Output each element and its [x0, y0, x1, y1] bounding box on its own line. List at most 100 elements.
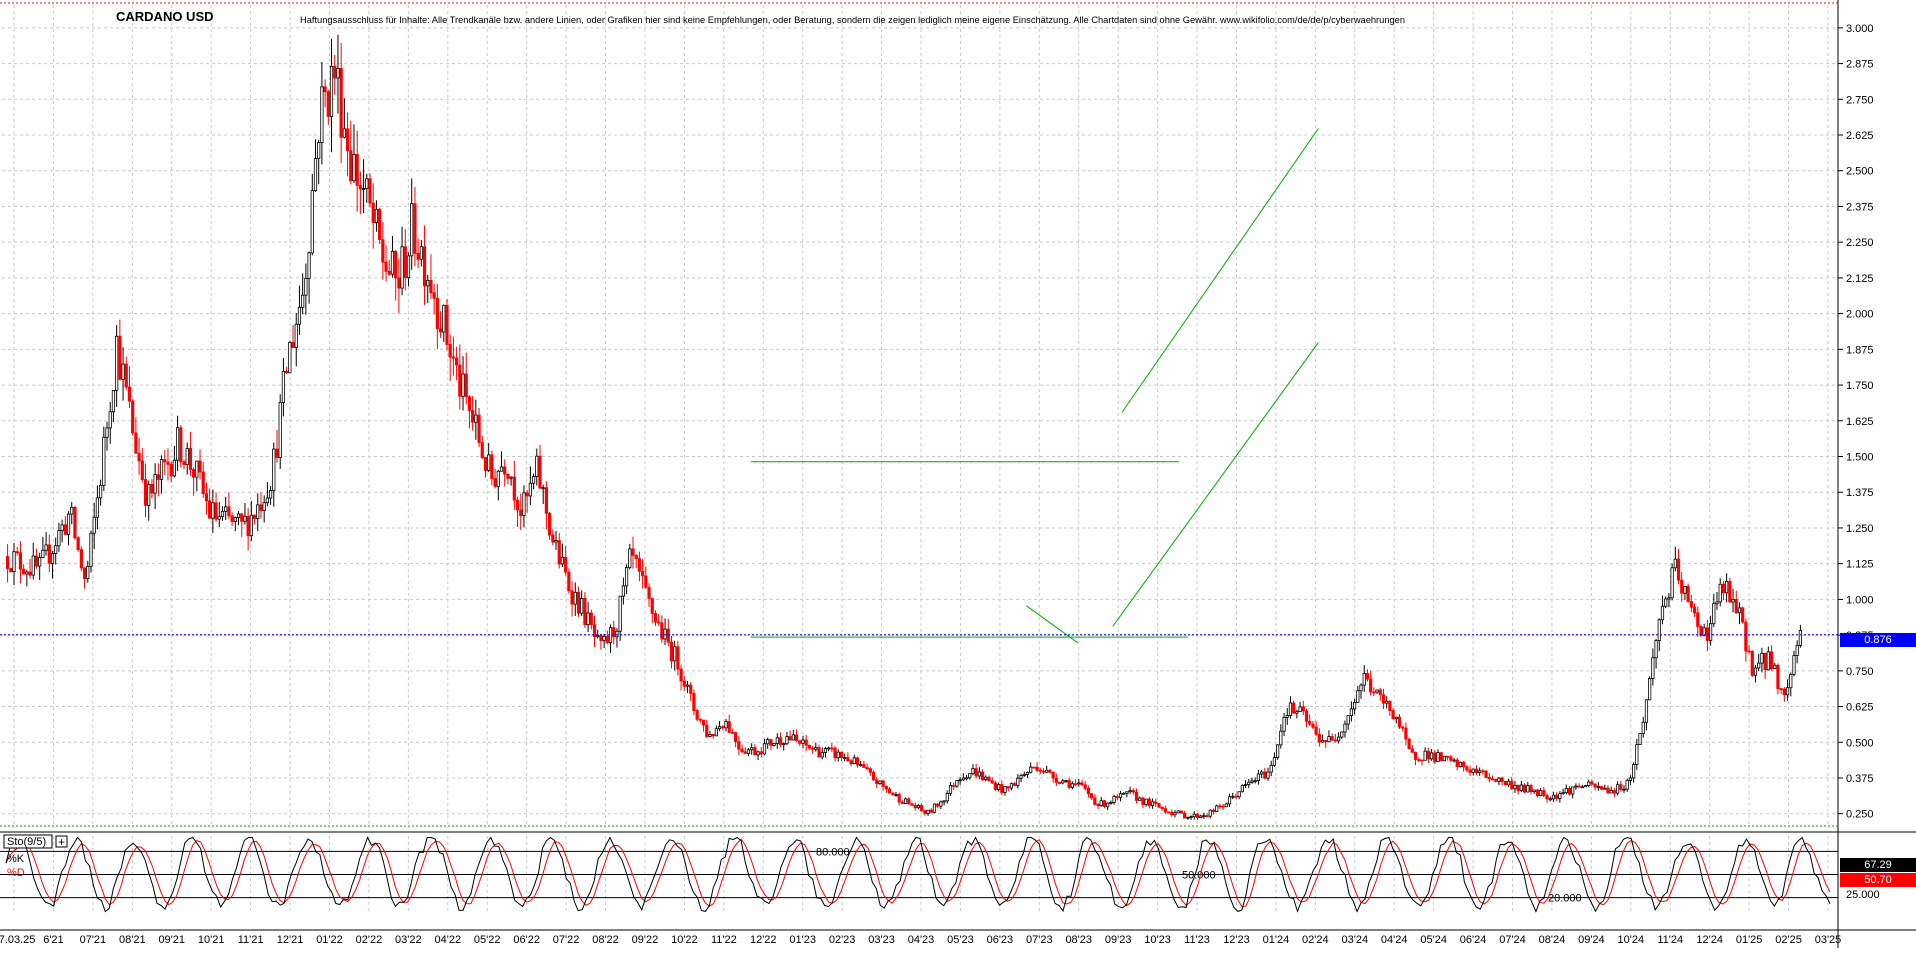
candle-body [1234, 795, 1238, 798]
x-tick-label: 03'25 [1815, 934, 1842, 946]
candle-body [1394, 716, 1398, 720]
candle-body [551, 534, 555, 543]
candle-body [599, 635, 603, 641]
candle-body [1641, 721, 1645, 735]
candle-body [1327, 736, 1331, 743]
candle-body [506, 473, 510, 479]
candle-body [256, 504, 260, 519]
candle-body [349, 150, 353, 182]
candle-body [1580, 786, 1584, 789]
candle-body [175, 427, 180, 461]
candle-body [227, 506, 231, 517]
candle-body [28, 571, 32, 576]
candle-body [1462, 761, 1466, 768]
candle-body [329, 65, 334, 117]
candle-body [1725, 580, 1729, 594]
candle-body [1676, 558, 1681, 581]
candle-body [34, 555, 39, 567]
candle-body [326, 91, 330, 117]
candle-body [435, 297, 439, 330]
candle-body [759, 751, 763, 755]
candle-body [272, 448, 276, 491]
candle-body [1763, 652, 1767, 671]
candle-body [285, 370, 289, 374]
x-tick-label: 09'21 [158, 934, 185, 946]
candle-body [474, 414, 478, 423]
candle-body [891, 792, 895, 795]
candle-body [711, 734, 715, 737]
candle-body [1519, 784, 1523, 791]
candle-body [538, 455, 542, 489]
candle-body [859, 764, 863, 766]
candle-body [1250, 780, 1254, 783]
y-tick-label: 1.250 [1846, 523, 1874, 535]
candle-body [1240, 785, 1244, 793]
candle-body [862, 764, 866, 768]
candle-body [721, 726, 725, 729]
candle-body [406, 255, 411, 279]
candle-body [621, 585, 625, 597]
candle-body [974, 768, 978, 777]
candle-body [1532, 789, 1536, 793]
candle-body [1731, 598, 1735, 603]
candle-body [1535, 789, 1540, 797]
candle-body [548, 512, 552, 536]
candle-body [1051, 771, 1055, 779]
x-tick-label: 04'23 [908, 934, 935, 946]
candle-body [958, 779, 962, 782]
candle-body [99, 484, 103, 499]
candle-body [887, 788, 892, 794]
candle-body [631, 548, 635, 556]
candle-body [1189, 816, 1193, 819]
candle-body [445, 304, 449, 345]
candle-body [1340, 731, 1344, 738]
candle-body [653, 613, 658, 623]
candle-body [499, 466, 504, 472]
x-tick-label: 11'21 [238, 934, 264, 946]
candle-body [685, 684, 690, 687]
series-d-line [5, 838, 1831, 908]
candle-body [724, 721, 728, 729]
candle-body [44, 544, 48, 551]
candle-body [268, 490, 273, 499]
osc-level-label: 80.000 [816, 846, 850, 858]
candle-body [634, 554, 638, 560]
candle-body [1574, 785, 1578, 788]
y-tick-label: 1.875 [1846, 344, 1874, 356]
y-tick-label: 0.625 [1846, 702, 1874, 714]
x-tick-label: 03'23 [868, 934, 895, 946]
candle-body [926, 809, 930, 814]
x-tick-label: 01'23 [789, 934, 816, 946]
candle-body [1211, 809, 1216, 812]
candle-body [1664, 598, 1668, 607]
candle-body [1599, 786, 1604, 790]
candle-body [192, 469, 196, 478]
candle-body [1247, 781, 1251, 785]
candle-body [1118, 793, 1123, 798]
candle-body [317, 142, 321, 159]
candle-body [1292, 702, 1296, 714]
candle-body [615, 630, 619, 638]
candle-body [657, 621, 661, 624]
candle-body [1458, 761, 1463, 767]
candle-body [644, 575, 648, 588]
candle-body [1070, 783, 1074, 788]
candle-body [1490, 778, 1495, 781]
candle-body [6, 556, 10, 569]
candle-body [554, 540, 558, 543]
candle-body [390, 250, 395, 275]
candle-body [961, 777, 965, 781]
candle-body [368, 178, 372, 204]
candle-body [76, 537, 80, 551]
candle-body [1157, 803, 1161, 808]
candle-body [1494, 779, 1498, 782]
candle-body [727, 721, 731, 733]
candle-body [894, 794, 898, 796]
candle-body [102, 436, 106, 486]
candle-body [1045, 769, 1049, 773]
candle-body [1041, 770, 1046, 773]
candle-body [1112, 796, 1116, 803]
candle-body [1708, 623, 1713, 641]
candle-body [592, 624, 597, 638]
candle-body [429, 279, 433, 294]
